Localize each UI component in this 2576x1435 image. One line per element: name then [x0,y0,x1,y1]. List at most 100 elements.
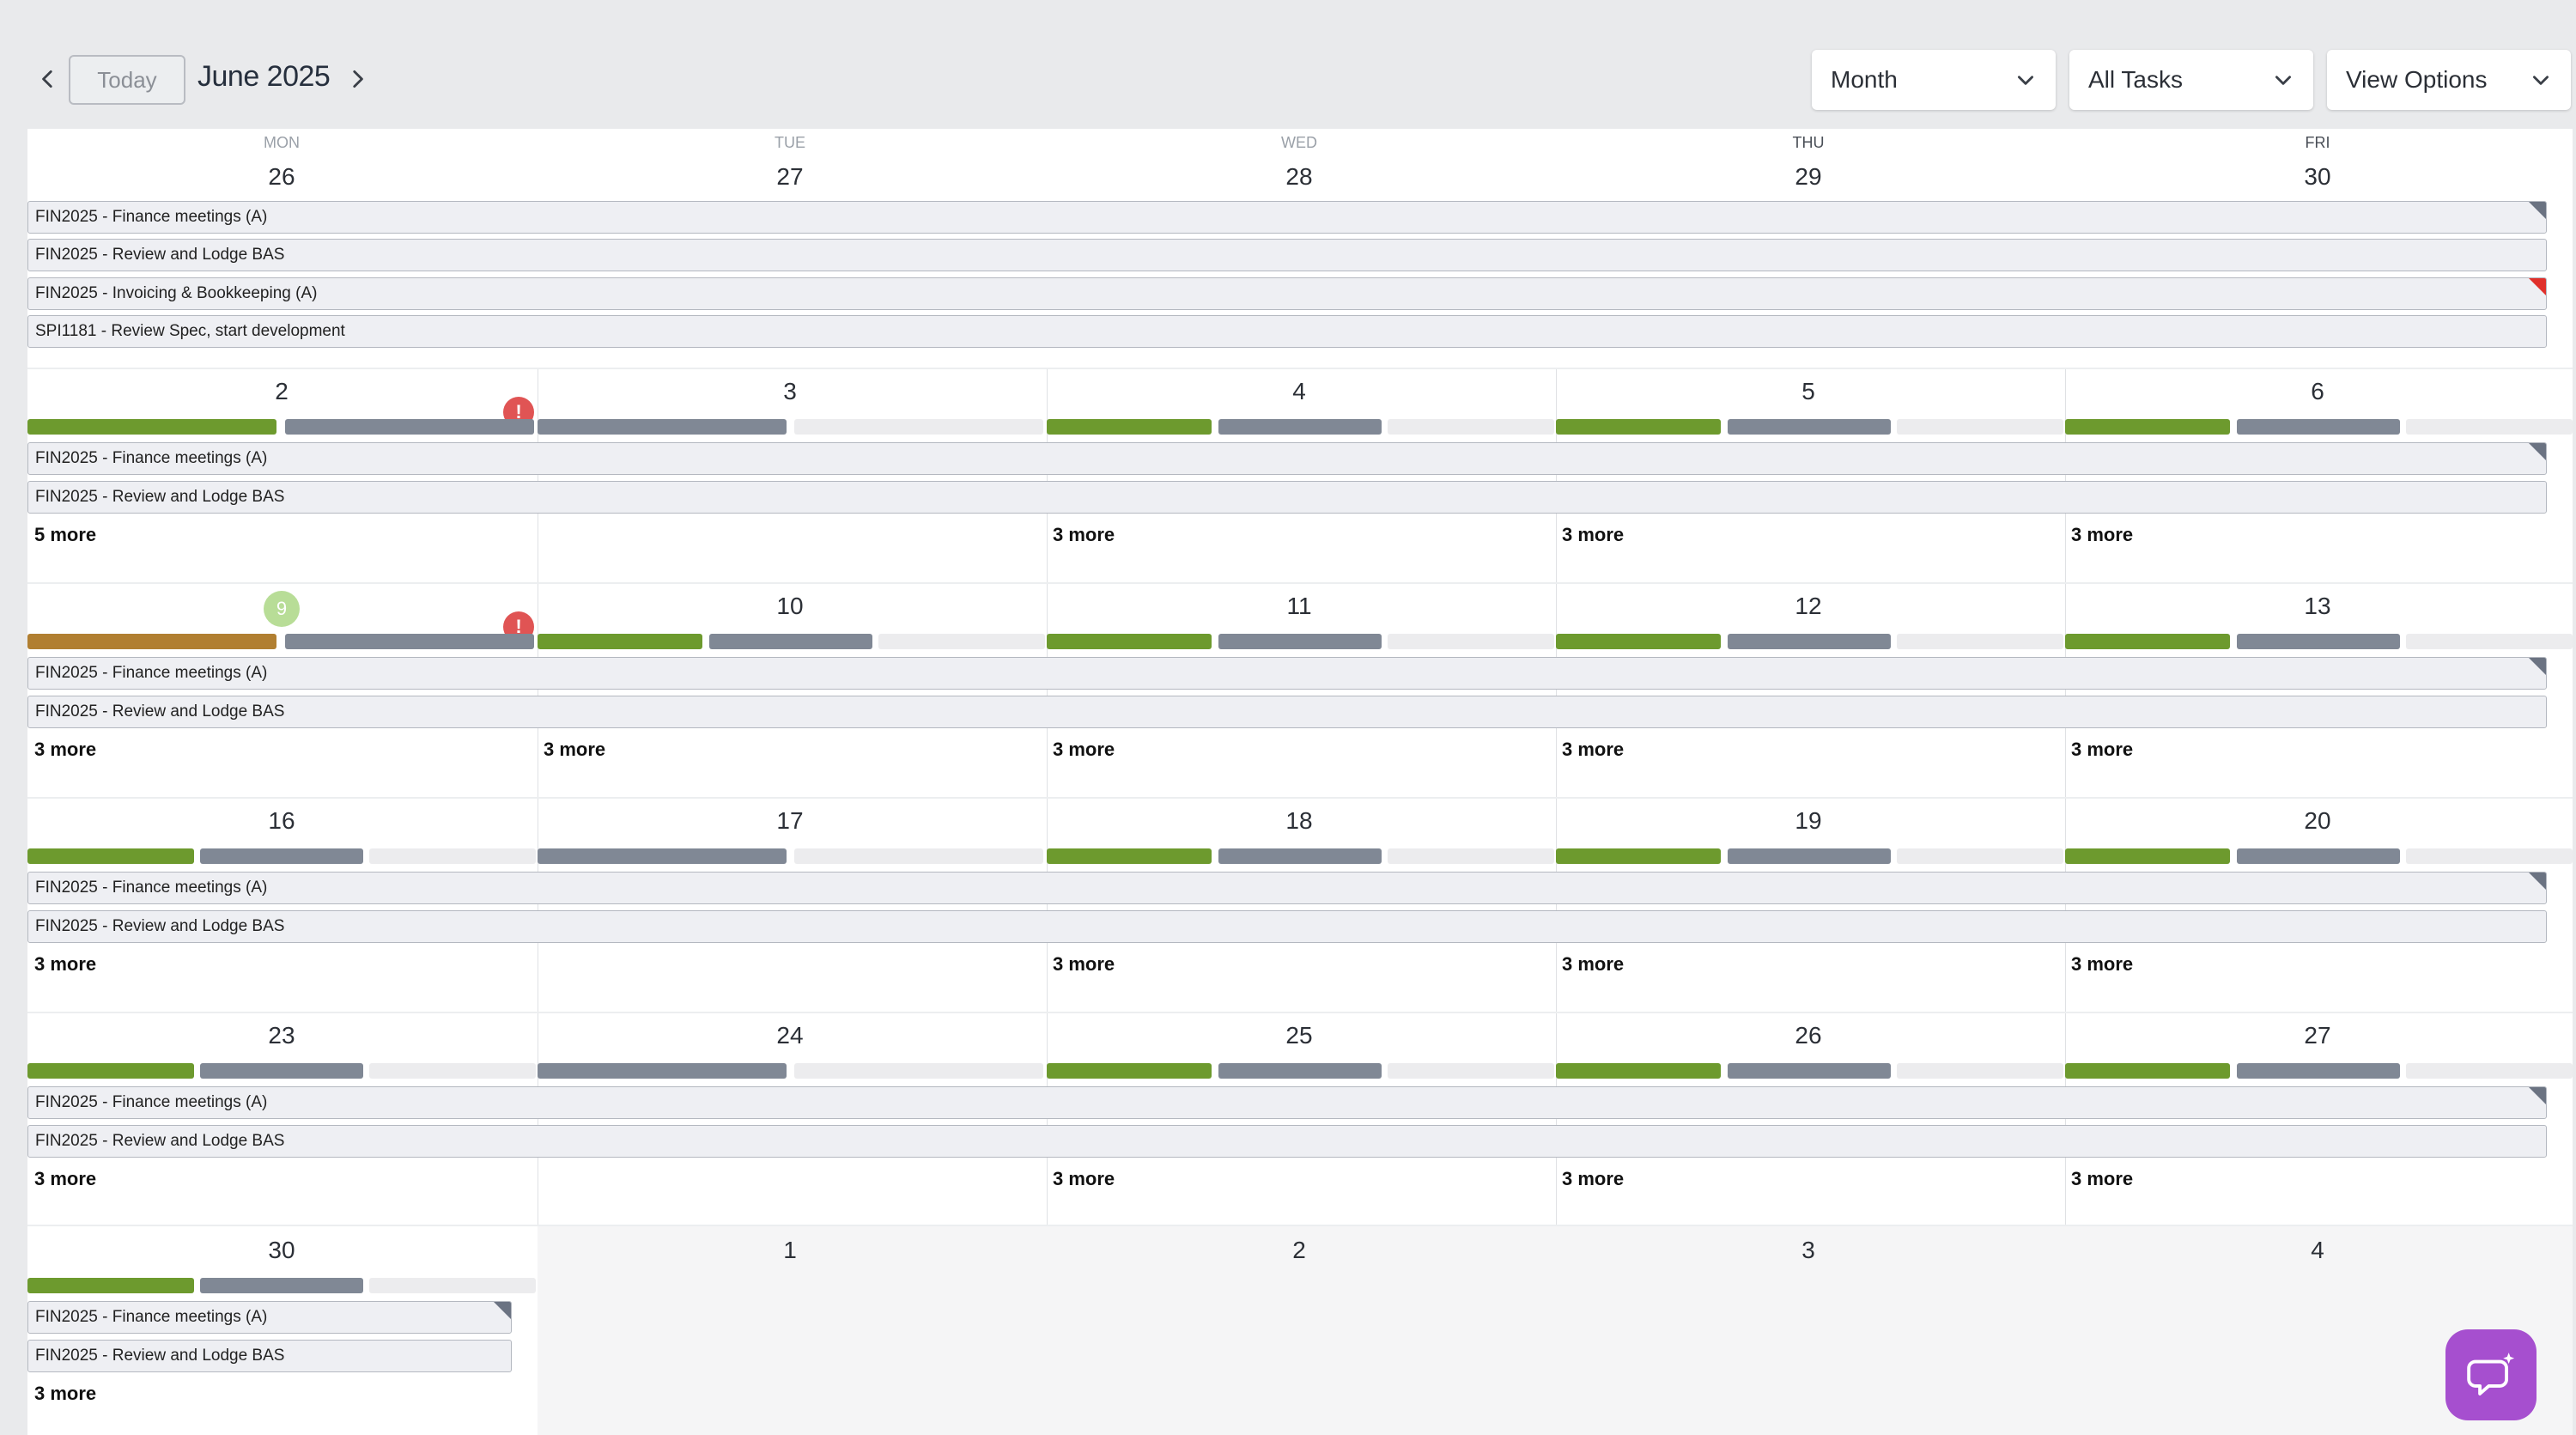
capacity-bar [1897,419,2063,435]
event-finance-meetings[interactable]: FIN2025 - Finance meetings (A) [27,1086,2547,1119]
next-month-button[interactable] [340,62,374,96]
event-review-lodge-bas[interactable]: FIN2025 - Review and Lodge BAS [27,910,2547,943]
day-cell-number[interactable]: 6 [2311,378,2324,404]
day-cell-number[interactable]: 5 [1801,378,1815,404]
more-events-link[interactable]: 3 more [1562,953,1625,975]
capacity-bar [1728,848,1891,864]
day-cell-number[interactable]: 1 [783,1237,797,1263]
event-review-lodge-bas[interactable]: FIN2025 - Review and Lodge BAS [27,239,2547,271]
event-finance-meetings[interactable]: FIN2025 - Finance meetings (A) [27,201,2547,234]
event-finance-meetings[interactable]: FIN2025 - Finance meetings (A) [27,442,2547,475]
view-mode-select[interactable]: Month [1812,50,2056,110]
event-finance-meetings[interactable]: FIN2025 - Finance meetings (A) [27,872,2547,904]
day-cell-number[interactable]: 26 [268,163,295,190]
view-options-select[interactable]: View Options [2327,50,2571,110]
event-label: FIN2025 - Review and Lodge BAS [35,488,285,506]
more-events-link[interactable]: 3 more [1562,1168,1625,1189]
capacity-bar [200,1063,363,1079]
more-events-link[interactable]: 3 more [1053,953,1115,975]
event-review-lodge-bas[interactable]: FIN2025 - Review and Lodge BAS [27,481,2547,514]
capacity-bar [709,634,872,649]
event-invoicing-bookkeeping[interactable]: FIN2025 - Invoicing & Bookkeeping (A) [27,277,2547,310]
capacity-bar [1388,634,1554,649]
day-cell-number[interactable]: 25 [1285,1022,1313,1049]
day-cell-number[interactable]: 13 [2304,593,2331,619]
day-cell-number[interactable]: 27 [2304,1022,2331,1049]
day-cell-number[interactable]: 10 [776,593,804,619]
capacity-bar [538,848,787,864]
event-review-lodge-bas[interactable]: FIN2025 - Review and Lodge BAS [27,1125,2547,1158]
day-cell-number[interactable]: 20 [2304,807,2331,834]
today-button[interactable]: Today [69,55,185,105]
more-events-link[interactable]: 3 more [1053,739,1115,760]
day-cell-number[interactable]: 3 [783,378,797,404]
more-events-link[interactable]: 3 more [2071,524,2134,545]
view-options-value: View Options [2346,66,2488,93]
day-cell-number[interactable]: 27 [776,163,804,190]
chevron-right-icon [353,70,363,88]
today-marker[interactable]: 9 [264,591,300,627]
day-cell-number[interactable]: 12 [1795,593,1822,619]
day-cell-number[interactable]: 28 [1285,163,1313,190]
capacity-bar [1218,634,1382,649]
capacity-bar [1388,1063,1554,1079]
day-cell-number[interactable]: 26 [1795,1022,1822,1049]
day-cell-number[interactable]: 2 [1292,1237,1306,1263]
day-cell-number[interactable]: 30 [2304,163,2331,190]
more-events-link[interactable]: 5 more [34,524,97,545]
capacity-bar [1388,848,1554,864]
previous-month-button[interactable] [31,62,65,96]
day-cell-number[interactable]: 23 [268,1022,295,1049]
capacity-bar [200,1278,363,1293]
capacity-bar [1218,1063,1382,1079]
day-cell-number[interactable]: 3 [1801,1237,1815,1263]
task-filter-value: All Tasks [2088,66,2183,93]
event-finance-meetings[interactable]: FIN2025 - Finance meetings (A) [27,1301,512,1334]
day-cell-number[interactable]: 2 [275,378,289,404]
more-events-link[interactable]: 3 more [34,953,97,975]
more-events-link[interactable]: 3 more [2071,1168,2134,1189]
more-events-link[interactable]: 3 more [34,1383,97,1404]
capacity-bar [1047,419,1212,435]
month-grid: MON TUE WED THU FRI 26 27 28 29 30 FIN20… [27,129,2573,1435]
day-cell-number[interactable]: 29 [1795,163,1822,190]
day-cell-number[interactable]: 19 [1795,807,1822,834]
event-review-spec[interactable]: SPI1181 - Review Spec, start development [27,315,2547,348]
chat-bubble-icon [2467,1353,2515,1395]
capacity-bar [2237,419,2400,435]
more-events-link[interactable]: 3 more [2071,739,2134,760]
more-events-link[interactable]: 3 more [34,1168,97,1189]
event-review-lodge-bas[interactable]: FIN2025 - Review and Lodge BAS [27,696,2547,728]
capacity-bar [369,848,536,864]
more-events-link[interactable]: 3 more [2071,953,2134,975]
event-label: SPI1181 - Review Spec, start development [35,322,345,340]
event-review-lodge-bas[interactable]: FIN2025 - Review and Lodge BAS [27,1340,512,1372]
day-cell-number[interactable]: 4 [2311,1237,2324,1263]
capacity-bar [1556,419,1721,435]
more-events-link[interactable]: 3 more [34,739,97,760]
more-events-link[interactable]: 3 more [1053,1168,1115,1189]
event-label: FIN2025 - Review and Lodge BAS [35,702,285,721]
capacity-bar [2237,1063,2400,1079]
calendar-toolbar: Today June 2025 Month All Tasks View Opt… [0,0,2576,129]
more-events-link[interactable]: 3 more [544,739,606,760]
capacity-bar [369,1278,536,1293]
day-cell-number[interactable]: 4 [1292,378,1306,404]
more-events-link[interactable]: 3 more [1562,739,1625,760]
weekday-fri: FRI [2305,134,2330,151]
capacity-bar [1388,419,1554,435]
event-finance-meetings[interactable]: FIN2025 - Finance meetings (A) [27,657,2547,690]
day-cell-number[interactable]: 30 [268,1237,295,1263]
task-filter-select[interactable]: All Tasks [2069,50,2313,110]
day-cell-number[interactable]: 16 [268,807,295,834]
day-cell-number[interactable]: 11 [1286,593,1312,619]
more-events-link[interactable]: 3 more [1053,524,1115,545]
day-cell-number[interactable]: 17 [776,807,804,834]
more-events-link[interactable]: 3 more [1562,524,1625,545]
weekday-thu: THU [1792,134,1825,151]
capacity-bar [794,848,1043,864]
capacity-bar [369,1063,536,1079]
day-cell-number[interactable]: 18 [1285,807,1313,834]
day-cell-number[interactable]: 24 [776,1022,804,1049]
chat-support-button[interactable] [2445,1329,2537,1420]
